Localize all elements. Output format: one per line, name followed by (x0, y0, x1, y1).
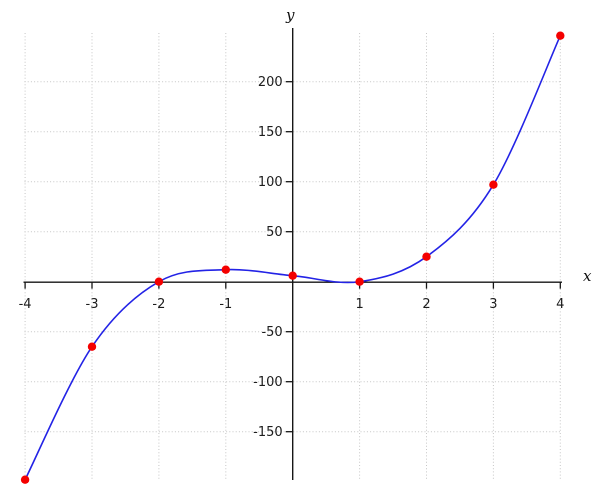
data-point-marker (355, 277, 364, 286)
data-point-marker (422, 252, 431, 261)
x-tick-label: -1 (219, 297, 232, 312)
y-tick-label: 200 (258, 75, 283, 90)
y-tick-label: 150 (258, 125, 283, 140)
data-point-marker (87, 342, 97, 351)
x-tick-label: 1 (355, 297, 363, 312)
x-tick-label: 3 (489, 297, 497, 312)
data-point-marker (489, 180, 498, 189)
x-tick-label: 2 (422, 297, 430, 312)
axis-layer (23, 28, 562, 480)
x-axis-letter-label: x (583, 267, 592, 285)
y-tick-label: 50 (266, 225, 283, 240)
x-tick-label: -2 (152, 297, 165, 312)
data-point-marker (288, 271, 297, 280)
y-tick-label: -50 (261, 325, 282, 340)
y-axis-letter-label: y (285, 6, 295, 24)
x-tick-label: -4 (19, 297, 32, 312)
data-point-marker (556, 31, 565, 40)
data-point-marker (20, 475, 30, 484)
y-tick-label: -150 (253, 425, 283, 440)
y-tick-label: -100 (253, 375, 283, 390)
grid-layer (24, 33, 561, 479)
tick-layer: -4 -3 -2 -1 1 2 3 4 200 150 100 50 -50 -100 -150 (19, 75, 565, 440)
x-tick-label: -3 (86, 297, 99, 312)
y-tick-label: 100 (258, 175, 283, 190)
data-series-layer (20, 31, 565, 484)
x-tick-label: 4 (556, 297, 564, 312)
data-point-marker (221, 265, 230, 274)
data-point-marker (154, 277, 164, 286)
